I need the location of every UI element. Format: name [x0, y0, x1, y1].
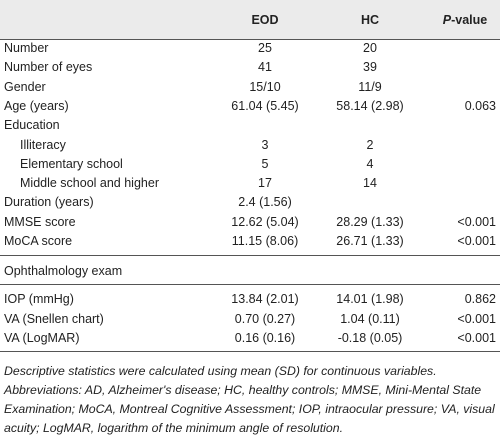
p-cell: <0.001 — [457, 311, 496, 326]
eod-cell: 2.4 (1.56) — [238, 195, 292, 210]
eod-cell: 12.62 (5.04) — [231, 214, 299, 229]
p-cell: <0.001 — [457, 330, 496, 345]
row-label: IOP (mmHg) — [4, 292, 74, 307]
row-label: Gender — [4, 79, 46, 94]
eod-cell: 3 — [261, 137, 269, 152]
hc-cell: 58.14 (2.98) — [336, 98, 404, 113]
p-letter: P — [442, 13, 452, 27]
column-header: EOD — [251, 13, 279, 27]
eod-cell: 13.84 (2.01) — [231, 292, 299, 307]
row-label: Duration (years) — [4, 195, 94, 210]
sub-row-label: Middle school and higher — [20, 176, 159, 191]
row-label: VA (Snellen chart) — [4, 311, 104, 326]
eod-cell: 61.04 (5.45) — [231, 98, 299, 113]
eod-cell: 25 — [258, 41, 272, 55]
eod-cell: 0.70 (0.27) — [234, 311, 296, 326]
p-cell: 0.862 — [464, 292, 496, 307]
column-header: P-value — [443, 12, 487, 28]
hc-cell: 14.01 (1.98) — [336, 292, 404, 307]
column-header: HC — [360, 13, 380, 27]
eod-cell: 11.15 (8.06) — [231, 234, 299, 248]
rule — [0, 284, 500, 286]
hc-cell: -0.18 (0.05) — [337, 330, 403, 345]
p-cell: <0.001 — [457, 234, 496, 248]
hc-cell: 26.71 (1.33) — [336, 234, 404, 248]
hc-cell: 4 — [366, 156, 374, 171]
row-label: Age (years) — [4, 98, 69, 113]
hc-cell: 2 — [366, 137, 374, 152]
p-cell: 0.063 — [464, 98, 496, 113]
sub-row-label: Illiteracy — [20, 137, 66, 152]
row-label: VA (LogMAR) — [4, 330, 80, 345]
row-label: Number — [4, 41, 49, 55]
row-label: MMSE score — [4, 214, 76, 229]
hc-cell: 14 — [363, 176, 377, 191]
row-label: Education — [4, 118, 60, 133]
row-label: MoCA score — [4, 234, 73, 248]
p-rest: -value — [451, 13, 488, 27]
footnote: Descriptive statistics were calculated u… — [4, 364, 495, 435]
eod-cell: 5 — [261, 156, 269, 171]
eod-cell: 15/10 — [249, 79, 281, 94]
rule — [0, 255, 500, 257]
hc-cell: 1.04 (0.11) — [340, 311, 400, 326]
hc-cell: 20 — [363, 41, 377, 55]
sub-row-label: Elementary school — [20, 156, 123, 171]
rule — [0, 39, 500, 40]
hc-cell: 11/9 — [358, 79, 382, 94]
section-label: Ophthalmology exam — [4, 264, 123, 279]
eod-cell: 0.16 (0.16) — [234, 330, 296, 345]
row-label: Number of eyes — [4, 60, 93, 75]
p-cell: <0.001 — [457, 214, 496, 229]
header-band — [0, 0, 500, 39]
hc-cell: 28.29 (1.33) — [336, 214, 404, 229]
eod-cell: 41 — [258, 60, 272, 75]
eod-cell: 17 — [258, 176, 272, 191]
rule — [0, 351, 500, 353]
hc-cell: 39 — [363, 60, 377, 75]
